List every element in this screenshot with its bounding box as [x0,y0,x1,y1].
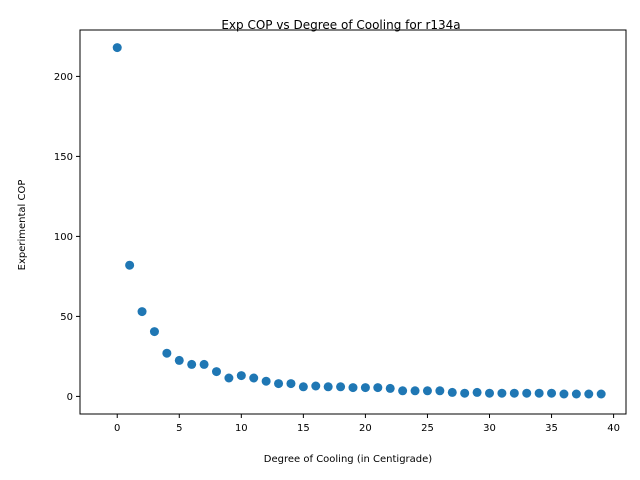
x-axis-label: Degree of Cooling (in Centigrade) [264,454,432,465]
data-point [125,260,135,270]
data-point [571,389,581,399]
data-point [212,367,221,377]
y-tick-label: 200 [54,72,73,83]
data-point [472,387,482,397]
data-point [547,388,557,398]
chart-title: Exp COP vs Degree of Cooling for r134a [221,18,460,32]
data-point [509,388,519,398]
data-point [336,382,346,392]
data-point [149,327,159,337]
data-point [249,373,259,383]
data-point [584,389,594,399]
x-tick-label: 30 [483,423,496,434]
data-point [199,359,209,369]
x-tick-label: 0 [114,423,120,434]
data-point [596,389,606,399]
x-tick-label: 20 [359,423,372,434]
data-point [360,383,370,393]
data-point [261,376,271,386]
data-point [286,379,296,389]
data-point [311,381,321,391]
x-tick-label: 35 [545,423,558,434]
data-point [422,386,432,396]
data-point [224,373,234,383]
data-point [435,386,445,396]
y-axis-label: Experimental COP [17,180,28,271]
data-point [497,388,507,398]
x-tick-label: 10 [235,423,248,434]
data-point [534,388,544,398]
data-point [447,387,457,397]
data-point [298,382,308,392]
data-point [398,386,408,396]
y-tick-label: 150 [54,152,73,163]
x-tick-label: 5 [176,423,182,434]
data-point [348,383,358,393]
x-tick-label: 40 [607,423,620,434]
data-point [236,371,246,381]
data-point [323,382,333,392]
data-point [485,388,494,398]
y-axis: 0 50 100 150 200 [54,72,80,403]
data-point [112,43,122,53]
data-point [522,388,532,398]
data-point [373,383,383,393]
x-tick-label: 25 [421,423,434,434]
x-axis: 0 5 10 15 20 25 30 35 40 [114,414,620,434]
data-points [112,43,606,399]
y-tick-label: 100 [54,232,73,243]
data-point [137,307,147,317]
y-tick-label: 50 [60,312,73,323]
data-point [410,386,420,396]
x-tick-label: 15 [297,423,310,434]
data-point [187,359,197,369]
data-point [174,355,184,365]
data-point [162,348,172,358]
plot-area-frame [79,29,627,415]
data-point [559,389,569,399]
data-point [274,379,284,389]
data-point [385,383,395,393]
data-point [460,388,470,398]
y-tick-label: 0 [67,392,73,403]
